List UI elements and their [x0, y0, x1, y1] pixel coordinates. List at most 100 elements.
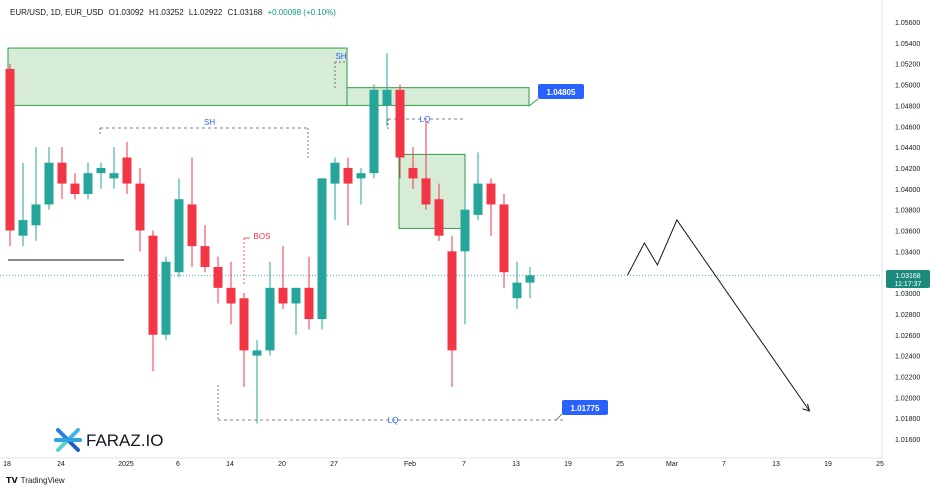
x-tick-label: 20 [278, 461, 286, 468]
x-tick-label: 19 [564, 461, 572, 468]
sh-top-label: SH [335, 52, 346, 61]
candle-body[interactable] [148, 235, 158, 335]
candle-body[interactable] [460, 209, 470, 252]
candle-body[interactable] [161, 261, 171, 335]
supply-zone[interactable] [7, 47, 348, 106]
candle-body[interactable] [499, 204, 509, 273]
supply-zone[interactable] [346, 87, 530, 106]
price-badge-countdown: 11:17:37 [895, 281, 922, 288]
x-tick-label: 7 [722, 461, 726, 468]
x-tick-label: 6 [176, 461, 180, 468]
y-tick-label: 1.03600 [895, 229, 920, 236]
candle-body[interactable] [44, 162, 54, 205]
tradingview-label: TradingView [20, 476, 65, 485]
y-tick-label: 1.02800 [895, 312, 920, 319]
price-badge-value: 1.03168 [895, 273, 920, 280]
tradingview-brand[interactable]: 𝗧𝗩 TradingView [6, 476, 65, 485]
level-upper-label-bg[interactable] [538, 84, 584, 99]
candle-body[interactable] [291, 287, 301, 304]
level-lower-label-bg[interactable] [562, 400, 608, 415]
candle-body[interactable] [226, 287, 236, 304]
candle-body[interactable] [213, 266, 223, 288]
y-tick-label: 1.02600 [895, 333, 920, 340]
candle-body[interactable] [447, 251, 457, 351]
y-tick-label: 1.04000 [895, 187, 920, 194]
candle-body[interactable] [122, 157, 132, 184]
symbol-label[interactable]: EUR/USD, 1D, EUR_USD [10, 8, 104, 17]
bos-label: BOS [254, 232, 271, 241]
supply-zone[interactable] [398, 153, 466, 229]
candle-body[interactable] [486, 183, 496, 205]
level-lower-label: 1.01775 [571, 404, 600, 413]
x-tick-label: 7 [462, 461, 466, 468]
lq-top-label: LQ [420, 115, 431, 124]
x-tick-label: 18 [3, 461, 11, 468]
candle-body[interactable] [369, 89, 379, 174]
y-tick-label: 1.05200 [895, 62, 920, 69]
y-tick-label: 1.04400 [895, 145, 920, 152]
level-upper-label: 1.04805 [547, 88, 576, 97]
candle-body[interactable] [239, 298, 249, 351]
y-tick-label: 1.05400 [895, 41, 920, 48]
projection-path[interactable] [627, 219, 810, 412]
candle-body[interactable] [174, 199, 184, 273]
x-tick-label: 25 [616, 461, 624, 468]
candle-body[interactable] [135, 183, 145, 231]
y-tick-label: 1.05600 [895, 20, 920, 27]
y-tick-label: 1.03800 [895, 208, 920, 215]
sh-label: SH [204, 118, 215, 127]
candle-body[interactable] [382, 89, 392, 106]
logo-text: FARAZ.IO [86, 431, 163, 450]
y-tick-label: 1.02400 [895, 354, 920, 361]
candle-body[interactable] [317, 178, 327, 320]
candle-body[interactable] [408, 167, 418, 179]
candle-body[interactable] [421, 178, 431, 205]
candle-body[interactable] [278, 287, 288, 304]
y-tick-label: 1.05000 [895, 83, 920, 90]
candle-body[interactable] [83, 173, 93, 195]
candle-body[interactable] [200, 246, 210, 267]
candle-body[interactable] [265, 287, 275, 351]
high-value: H1.03252 [148, 8, 184, 17]
candle-body[interactable] [31, 204, 41, 226]
candle-body[interactable] [304, 287, 314, 320]
candle-body[interactable] [434, 199, 444, 236]
candle-body[interactable] [57, 162, 67, 184]
candle-body[interactable] [70, 183, 80, 195]
low-value: L1.02922 [188, 8, 223, 17]
candle-body[interactable] [473, 183, 483, 215]
lq-bottom-label: LQ [388, 416, 399, 425]
y-tick-label: 1.03000 [895, 291, 920, 298]
y-tick-label: 1.01800 [895, 416, 920, 423]
candle-body[interactable] [525, 275, 535, 283]
candle-body[interactable] [512, 282, 522, 299]
x-tick-label: 14 [226, 461, 234, 468]
x-tick-label: 19 [824, 461, 832, 468]
y-tick-label: 1.02200 [895, 374, 920, 381]
y-tick-label: 1.04600 [895, 124, 920, 131]
close-value: C1.03168 [227, 8, 263, 17]
candle-body[interactable] [343, 167, 353, 184]
candle-body[interactable] [96, 167, 106, 174]
candle-body[interactable] [356, 173, 366, 179]
candle-body[interactable] [18, 220, 28, 236]
candle-body[interactable] [252, 350, 262, 356]
candle-body[interactable] [330, 162, 340, 184]
x-tick-label: 2025 [118, 461, 134, 468]
level-lower-connector [555, 413, 563, 421]
x-tick-label: Mar [666, 461, 679, 468]
y-tick-label: 1.04200 [895, 166, 920, 173]
price-badge[interactable] [886, 270, 930, 288]
x-tick-label: 25 [876, 461, 884, 468]
candle-body[interactable] [5, 68, 15, 231]
projection-arrowhead [802, 403, 811, 412]
x-tick-label: 24 [57, 461, 65, 468]
tradingview-logo-icon: 𝗧𝗩 [6, 476, 18, 485]
y-tick-label: 1.02000 [895, 395, 920, 402]
y-tick-label: 1.01600 [895, 437, 920, 444]
candle-body[interactable] [395, 89, 405, 158]
candle-body[interactable] [187, 204, 197, 247]
y-tick-label: 1.04800 [895, 103, 920, 110]
candle-body[interactable] [109, 173, 119, 179]
